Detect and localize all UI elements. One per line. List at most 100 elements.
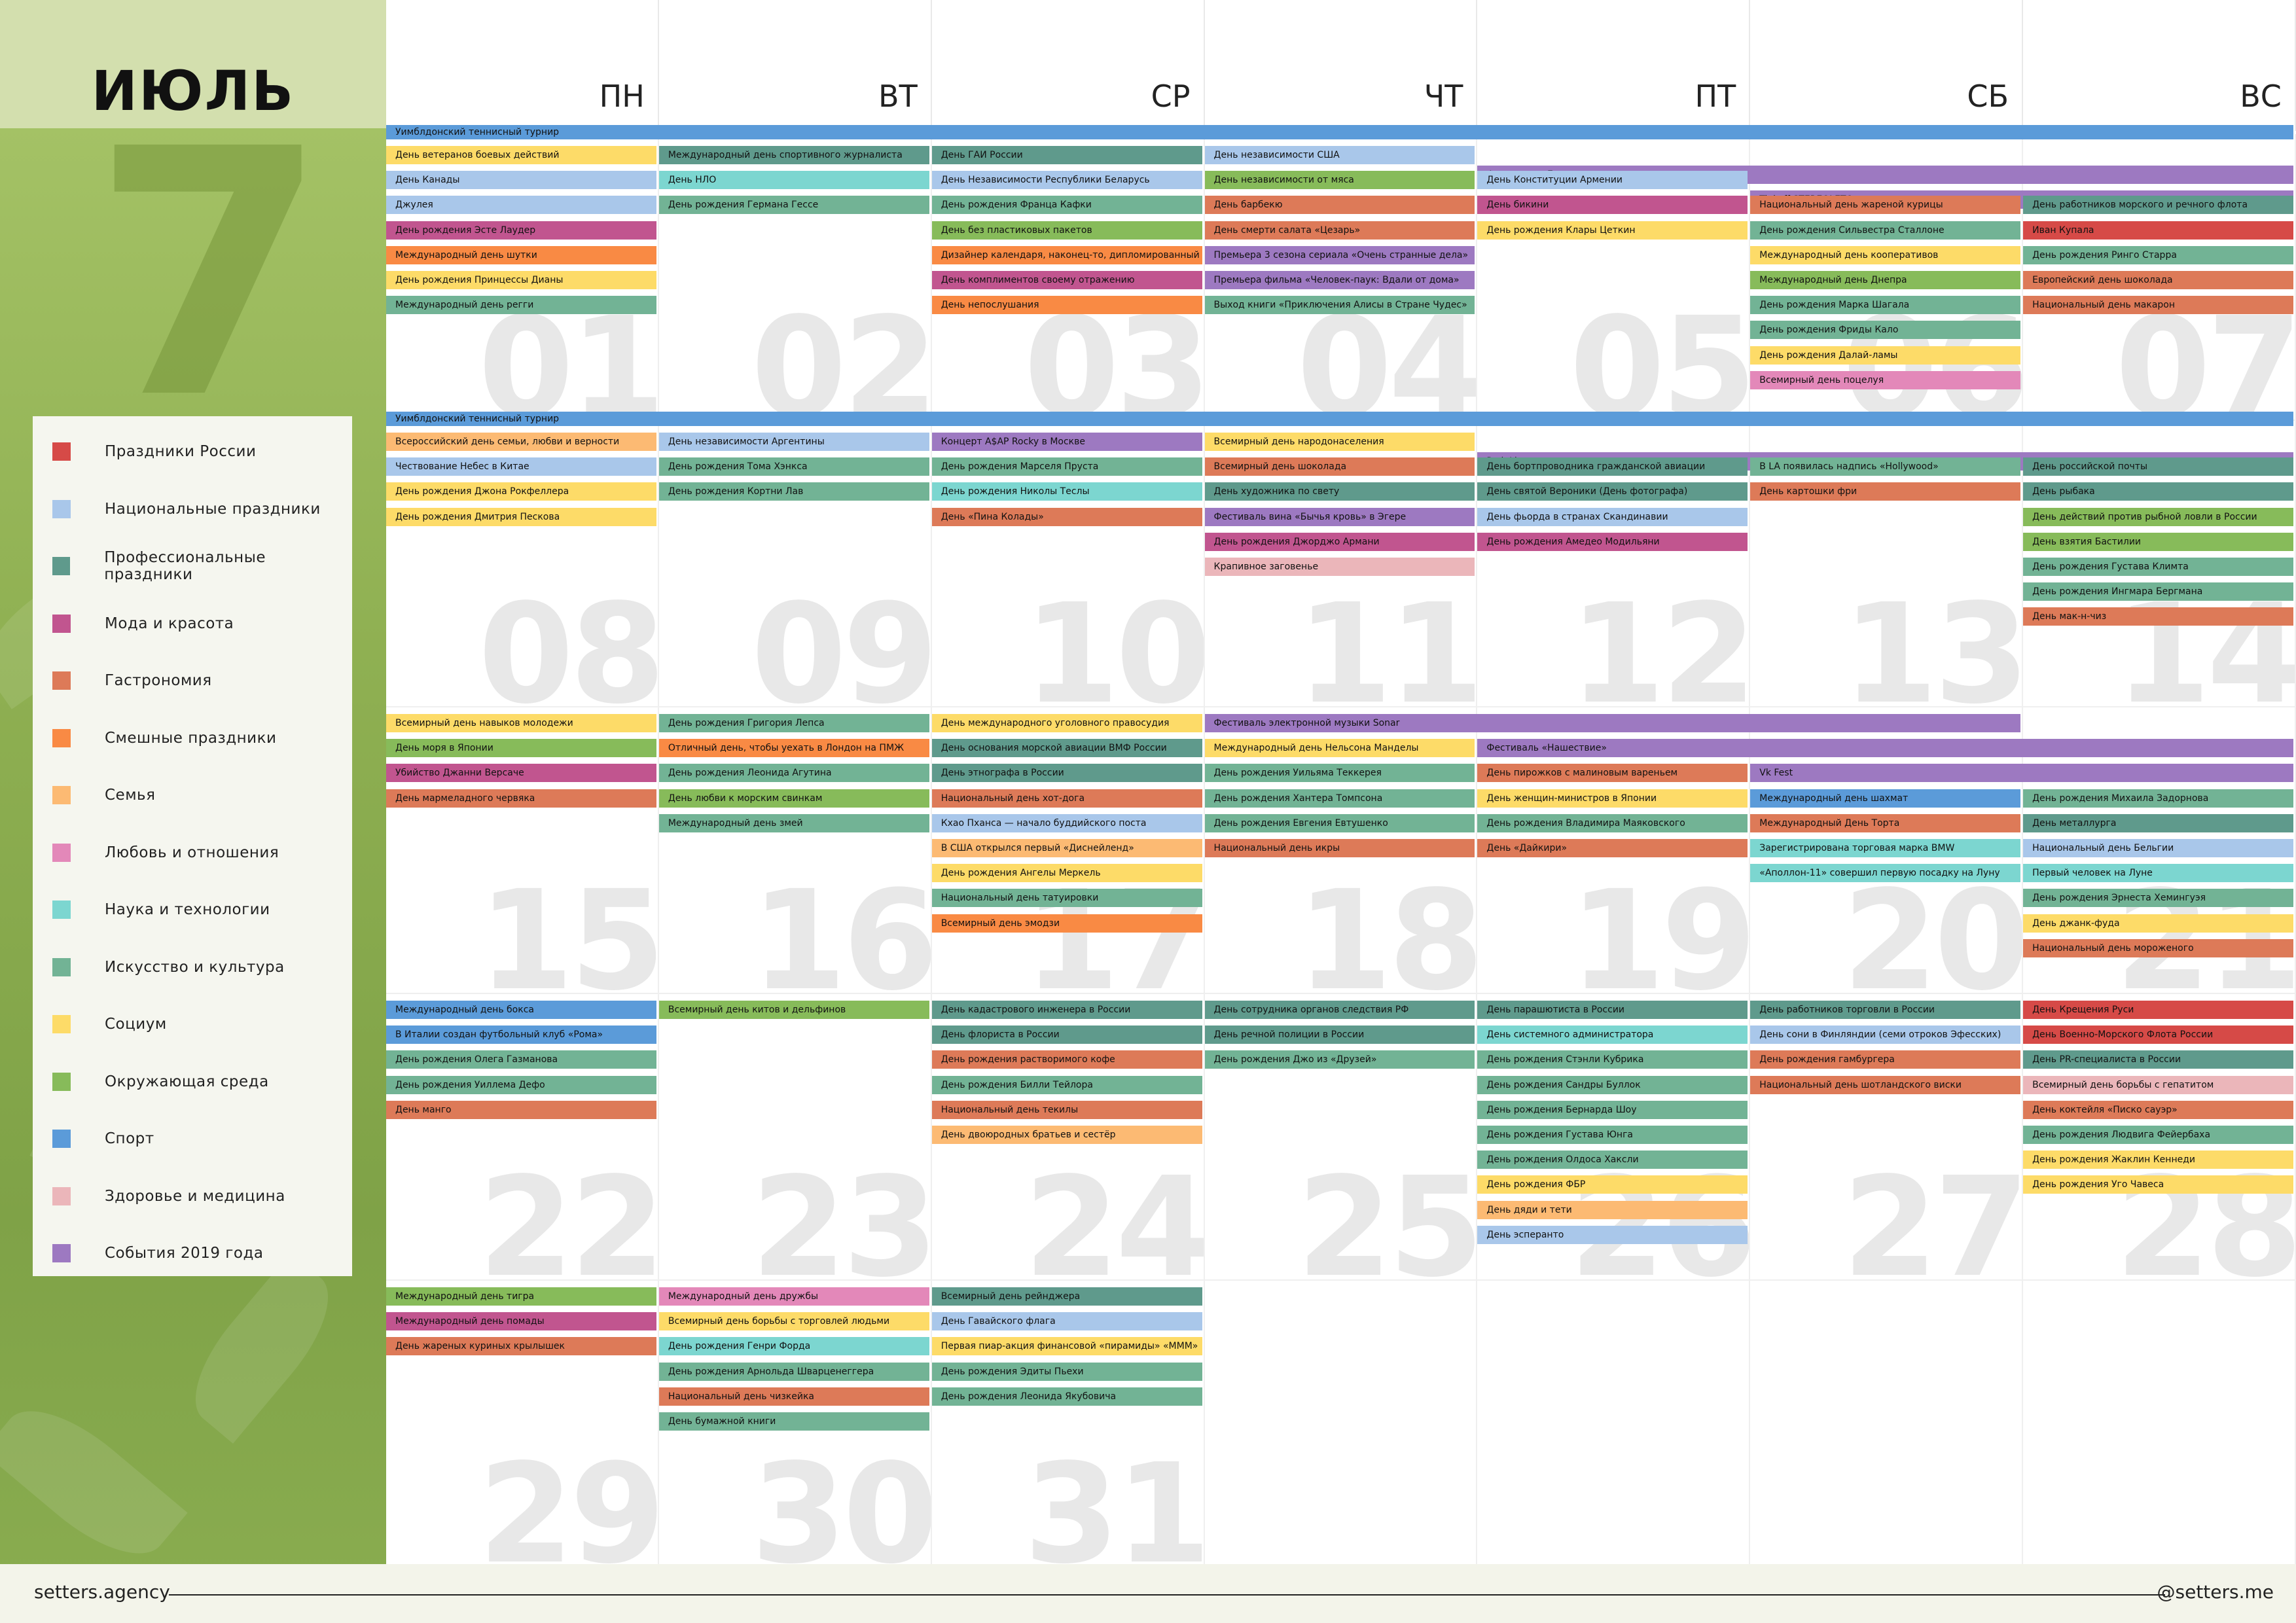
event-bar[interactable]: В LA появилась надпись «Hollywood» xyxy=(1750,457,2021,476)
event-bar[interactable]: День рождения Сандры Буллок xyxy=(1477,1075,1748,1094)
event-bar[interactable]: День металлурга xyxy=(2023,813,2293,832)
event-bar[interactable]: День дяди и тети xyxy=(1477,1200,1748,1219)
event-bar[interactable]: День флориста в России xyxy=(931,1026,1202,1044)
event-bar[interactable]: Крапивное заговенье xyxy=(1204,558,1475,576)
event-bar[interactable]: Международный день кооперативов xyxy=(1750,245,2021,264)
event-bar[interactable]: День бортпроводника гражданской авиации xyxy=(1477,457,1748,476)
event-bar[interactable]: День пирожков с малиновым вареньем xyxy=(1477,764,1748,783)
event-bar[interactable]: День рождения Стэнли Кубрика xyxy=(1477,1050,1748,1069)
event-bar[interactable]: День рождения Ангелы Меркель xyxy=(931,864,1202,883)
event-bar[interactable]: Фестиваль вина «Бычья кровь» в Эгере xyxy=(1204,507,1475,526)
event-bar[interactable]: День рождения Джорджо Армани xyxy=(1204,532,1475,551)
event-bar[interactable]: День этнографа в России xyxy=(931,764,1202,783)
event-bar[interactable]: День фьорда в странах Скандинавии xyxy=(1477,507,1748,526)
event-bar[interactable]: Международный день помады xyxy=(386,1312,656,1331)
event-bar[interactable]: Национальный день икры xyxy=(1204,839,1475,857)
event-bar[interactable]: День бикини xyxy=(1477,196,1748,215)
event-bar[interactable]: День сотрудника органов следствия РФ xyxy=(1204,1001,1475,1019)
event-bar[interactable]: День НЛО xyxy=(658,171,929,190)
event-bar[interactable]: День рождения Кортни Лав xyxy=(658,482,929,501)
event-bar[interactable]: День мак-н-чиз xyxy=(2023,607,2293,626)
event-bar[interactable]: День рождения Принцессы Дианы xyxy=(386,271,656,289)
event-bar[interactable]: Международный день спортивного журналист… xyxy=(658,146,929,164)
event-bar[interactable]: Международный день тигра xyxy=(386,1287,656,1306)
event-bar[interactable]: Кхао Пханса — начало буддийского поста xyxy=(931,813,1202,832)
event-bar[interactable]: День «Пина Колады» xyxy=(931,507,1202,526)
event-bar[interactable]: День рождения растворимого кофе xyxy=(931,1050,1202,1069)
event-bar[interactable]: Первая пиар-акция финансовой «пирамиды» … xyxy=(931,1337,1202,1356)
event-bar[interactable]: Национальный день текилы xyxy=(931,1100,1202,1119)
event-bar[interactable]: Отличный день, чтобы уехать в Лондон на … xyxy=(658,739,929,758)
event-bar[interactable]: День PR-специалиста в России xyxy=(2023,1050,2293,1069)
event-bar[interactable]: День рождения Генри Форда xyxy=(658,1337,929,1356)
event-bar[interactable]: Национальный день чизкейка xyxy=(658,1387,929,1406)
event-bar[interactable]: День рождения Клары Цеткин xyxy=(1477,221,1748,240)
footer-social-handle[interactable]: @setters.me xyxy=(2157,1581,2274,1603)
event-bar[interactable]: День картошки фри xyxy=(1750,482,2021,501)
event-bar[interactable]: Международный день шахмат xyxy=(1750,789,2021,808)
event-bar[interactable]: День рождения Хантера Томпсона xyxy=(1204,789,1475,808)
event-bar[interactable]: День рождения Джо из «Друзей» xyxy=(1204,1050,1475,1069)
event-bar[interactable]: День рождения Билли Тейлора xyxy=(931,1075,1202,1094)
event-bar[interactable]: День рождения Амедео Модильяни xyxy=(1477,532,1748,551)
event-bar[interactable]: День рождения Марка Шагала xyxy=(1750,296,2021,315)
event-bar[interactable]: Национальный день Бельгии xyxy=(2023,839,2293,857)
event-bar[interactable]: В Италии создан футбольный клуб «Рома» xyxy=(386,1026,656,1044)
event-bar[interactable]: Чествование Небес в Китае xyxy=(386,457,656,476)
event-bar[interactable]: День рождения Дмитрия Пескова xyxy=(386,507,656,526)
event-bar[interactable]: День основания морской авиации ВМФ Росси… xyxy=(931,739,1202,758)
event-bar[interactable]: Премьера фильма «Человек-паук: Вдали от … xyxy=(1204,271,1475,289)
event-bar[interactable]: День парашютиста в России xyxy=(1477,1001,1748,1019)
event-bar[interactable]: День манго xyxy=(386,1100,656,1119)
event-bar[interactable]: День рождения Леонида Якубовича xyxy=(931,1387,1202,1406)
event-bar[interactable]: День действий против рыбной ловли в Росс… xyxy=(2023,507,2293,526)
multi-day-event[interactable]: Фестиваль электронной музыки Sonar xyxy=(1204,714,2021,732)
event-bar[interactable]: День бумажной книги xyxy=(658,1412,929,1431)
event-bar[interactable]: День рождения Леонида Агутина xyxy=(658,764,929,783)
event-bar[interactable]: День «Дайкири» xyxy=(1477,839,1748,857)
event-bar[interactable]: День рождения Эрнеста Хемингуэя xyxy=(2023,889,2293,908)
event-bar[interactable]: День Независимости Республики Беларусь xyxy=(931,171,1202,190)
event-bar[interactable]: День рождения Уиллема Дефо xyxy=(386,1075,656,1094)
event-bar[interactable]: День барбекю xyxy=(1204,196,1475,215)
event-bar[interactable]: Международный день бокса xyxy=(386,1001,656,1019)
event-bar[interactable]: День комплиментов своему отражению xyxy=(931,271,1202,289)
event-bar[interactable]: Всемирный день борьбы с торговлей людьми xyxy=(658,1312,929,1331)
event-bar[interactable]: Национальный день макарон xyxy=(2023,296,2293,315)
event-bar[interactable]: Национальный день жареной курицы xyxy=(1750,196,2021,215)
event-bar[interactable]: День Конституции Армении xyxy=(1477,171,1748,190)
event-bar[interactable]: День любви к морским свинкам xyxy=(658,789,929,808)
event-bar[interactable]: Выход книги «Приключения Алисы в Стране … xyxy=(1204,296,1475,315)
event-bar[interactable]: День рыбака xyxy=(2023,482,2293,501)
event-bar[interactable]: День жареных куриных крылышек xyxy=(386,1337,656,1356)
event-bar[interactable]: Всемирный день шоколада xyxy=(1204,457,1475,476)
event-bar[interactable]: День рождения Тома Хэнкса xyxy=(658,457,929,476)
event-bar[interactable]: День взятия Бастилии xyxy=(2023,532,2293,551)
event-bar[interactable]: Всемирный день навыков молодежи xyxy=(386,714,656,732)
event-bar[interactable]: День двоюродных братьев и сестёр xyxy=(931,1126,1202,1144)
event-bar[interactable]: День сони в Финляндии (семи отроков Эфес… xyxy=(1750,1026,2021,1044)
event-bar[interactable]: День международного уголовного правосуди… xyxy=(931,714,1202,732)
event-bar[interactable]: Всемирный день народонаселения xyxy=(1204,433,1475,451)
event-bar[interactable]: Национальный день татуировки xyxy=(931,889,1202,908)
event-bar[interactable]: День рождения Густава Юнга xyxy=(1477,1126,1748,1144)
event-bar[interactable]: День российской почты xyxy=(2023,457,2293,476)
event-bar[interactable]: Всероссийский день семьи, любви и вернос… xyxy=(386,433,656,451)
event-bar[interactable]: День рождения Олега Газманова xyxy=(386,1050,656,1069)
event-bar[interactable]: День смерти салата «Цезарь» xyxy=(1204,221,1475,240)
event-bar[interactable]: Иван Купала xyxy=(2023,221,2293,240)
event-bar[interactable]: Европейский день шоколада xyxy=(2023,271,2293,289)
event-bar[interactable]: День без пластиковых пакетов xyxy=(931,221,1202,240)
event-bar[interactable]: Убийство Джанни Версаче xyxy=(386,764,656,783)
event-bar[interactable]: День рождения Ринго Старра xyxy=(2023,245,2293,264)
event-bar[interactable]: Международный день регги xyxy=(386,296,656,315)
multi-day-event[interactable]: Vk Fest xyxy=(1750,764,2293,783)
event-bar[interactable]: Национальный день шотландского виски xyxy=(1750,1075,2021,1094)
event-bar[interactable]: Международный день Днепра xyxy=(1750,271,2021,289)
event-bar[interactable]: Национальный день хот-дога xyxy=(931,789,1202,808)
event-bar[interactable]: День рождения Уильяма Теккерея xyxy=(1204,764,1475,783)
event-bar[interactable]: День работников торговли в России xyxy=(1750,1001,2021,1019)
event-bar[interactable]: Международный день дружбы xyxy=(658,1287,929,1306)
event-bar[interactable]: День рождения Владимира Маяковского xyxy=(1477,813,1748,832)
event-bar[interactable]: День джанк-фуда xyxy=(2023,914,2293,933)
